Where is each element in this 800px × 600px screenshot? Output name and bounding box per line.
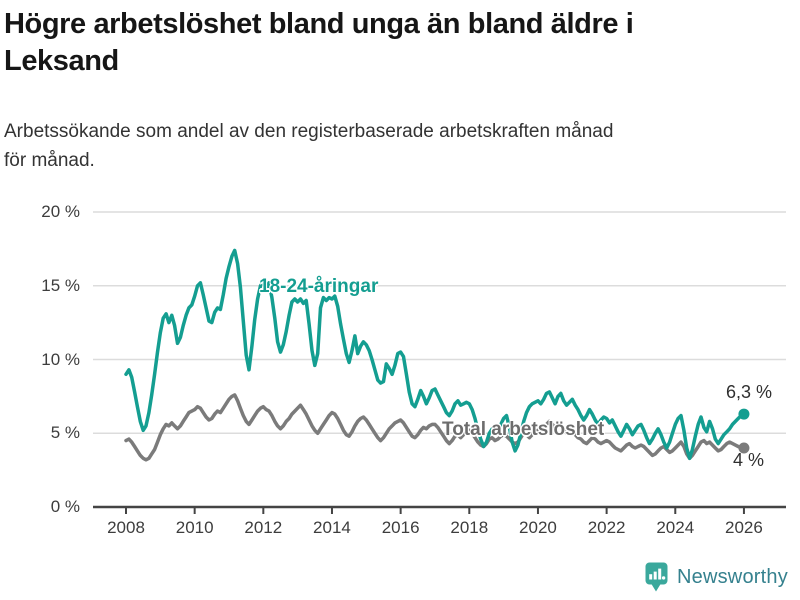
y-tick-label-10: 10 % bbox=[41, 349, 80, 369]
x-tick-label-2016: 2016 bbox=[381, 518, 420, 537]
end-value-youth: 6,3 % bbox=[725, 382, 772, 402]
series-line-total bbox=[124, 393, 746, 462]
x-tick-label-2008: 2008 bbox=[107, 518, 145, 537]
page-title-line1: Högre arbetslöshet bland unga än bland ä… bbox=[4, 8, 634, 40]
page-title: Högre arbetslöshet bland unga än bland ä… bbox=[4, 6, 796, 80]
series-line-youth bbox=[124, 248, 746, 461]
chart-subtitle: Arbetssökande som andel av den registerb… bbox=[4, 117, 796, 175]
newsworthy-logo: Newsworthy bbox=[645, 562, 788, 593]
x-tick-label-2024: 2024 bbox=[656, 518, 695, 537]
x-tick-label-2012: 2012 bbox=[244, 518, 283, 537]
y-tick-label-0: 0 % bbox=[50, 497, 80, 516]
x-tick-label-2014: 2014 bbox=[313, 518, 351, 537]
x-tick-label-2022: 2022 bbox=[587, 518, 626, 537]
newsworthy-logo-text: Newsworthy bbox=[677, 566, 788, 588]
x-tick-label-2018: 2018 bbox=[450, 518, 489, 537]
y-tick-label-20: 20 % bbox=[41, 202, 80, 221]
y-tick-label-15: 15 % bbox=[41, 275, 80, 295]
end-dot-youth bbox=[738, 408, 750, 420]
chart-subtitle-line1: Arbetssökande som andel av den registerb… bbox=[4, 121, 614, 142]
series-label-youth: 18-24-åringar bbox=[259, 276, 379, 297]
end-value-total: 4 % bbox=[732, 450, 764, 470]
end-dot-total bbox=[738, 442, 750, 454]
chart-subtitle-line2: för månad. bbox=[4, 150, 95, 171]
y-tick-label-5: 5 % bbox=[50, 423, 80, 443]
x-tick-label-2020: 2020 bbox=[519, 518, 557, 537]
page-title-line2: Leksand bbox=[4, 45, 119, 77]
x-tick-label-2026: 2026 bbox=[725, 518, 763, 537]
newsworthy-logo-icon bbox=[645, 562, 668, 592]
x-tick-label-2010: 2010 bbox=[175, 518, 214, 537]
series-label-total: Total arbetslöshet bbox=[442, 419, 605, 440]
